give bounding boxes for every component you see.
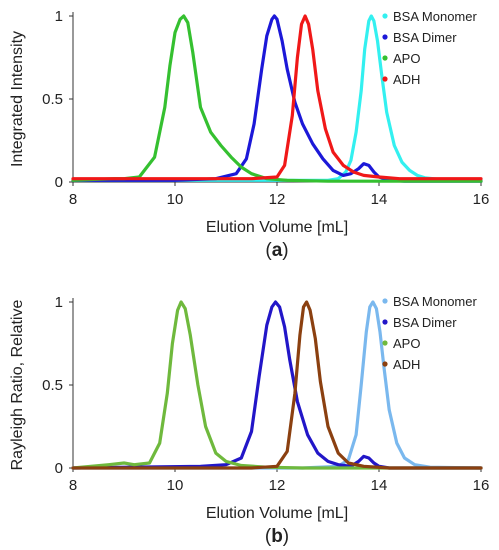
y-tick-label: 1 (55, 294, 63, 311)
legend-marker (382, 76, 388, 82)
series-line-apo (71, 14, 483, 183)
chart-panel-a: 8 10 12 14 16 0 0.5 1 Elution Volume [mL] Integra… (9, 8, 489, 261)
legend-entry: APO (393, 336, 420, 351)
panel-label: (a) (265, 240, 288, 261)
y-tick-label: 0 (55, 174, 63, 191)
panel-label-part: ( (265, 526, 272, 547)
x-tick-label: 8 (69, 477, 77, 494)
y-tick-label: 0 (55, 460, 63, 477)
y-axis-label: Integrated Intensity (9, 31, 26, 167)
y-axis-label: Rayleigh Ratio, Relative (9, 300, 26, 471)
series-line-apo (71, 300, 483, 470)
x-tick-label: 14 (371, 191, 388, 208)
x-tick-label: 8 (69, 191, 77, 208)
panel-label-part: ) (283, 526, 289, 547)
series-line-bsa-dimer (71, 14, 483, 183)
legend-entry: BSA Monomer (393, 294, 477, 309)
panel-label-part: a (272, 240, 283, 261)
y-tick-label: 0.5 (42, 91, 63, 108)
x-tick-label: 12 (269, 191, 286, 208)
x-tick-label: 10 (167, 477, 184, 494)
legend-entry: APO (393, 51, 420, 66)
legend-marker (382, 298, 388, 304)
series-line-bsa-monomer (71, 14, 483, 182)
series-line-adh (71, 300, 483, 470)
x-tick-label: 16 (473, 477, 490, 494)
legend-marker (382, 361, 388, 367)
legend-entry: BSA Dimer (393, 315, 457, 330)
legend-marker (382, 319, 388, 325)
legend-marker (382, 34, 388, 40)
legend-entry: ADH (393, 357, 420, 372)
series-line-bsa-dimer (71, 300, 483, 470)
legend-marker (382, 340, 388, 346)
legend-marker (382, 13, 388, 19)
y-tick-label: 0.5 (42, 377, 63, 394)
panel-label: (b) (265, 526, 289, 547)
x-tick-label: 12 (269, 477, 286, 494)
x-axis-label: Elution Volume [mL] (206, 219, 348, 236)
series-line-adh (71, 14, 483, 181)
panel-label-part: ( (265, 240, 272, 261)
x-tick-label: 10 (167, 191, 184, 208)
x-tick-label: 14 (371, 477, 388, 494)
legend-marker (382, 55, 388, 61)
legend-entry: BSA Monomer (393, 9, 477, 24)
legend-entry: ADH (393, 72, 420, 87)
y-tick-label: 1 (55, 8, 63, 25)
x-axis-label: Elution Volume [mL] (206, 505, 348, 522)
panel-label-part: b (271, 526, 283, 547)
chart-panel-b: 8 10 12 14 16 0 0.5 1 Elution Volume [mL] Rayleig… (9, 294, 489, 547)
x-tick-label: 16 (473, 191, 490, 208)
panel-label-part: ) (282, 240, 288, 261)
legend-entry: BSA Dimer (393, 30, 457, 45)
